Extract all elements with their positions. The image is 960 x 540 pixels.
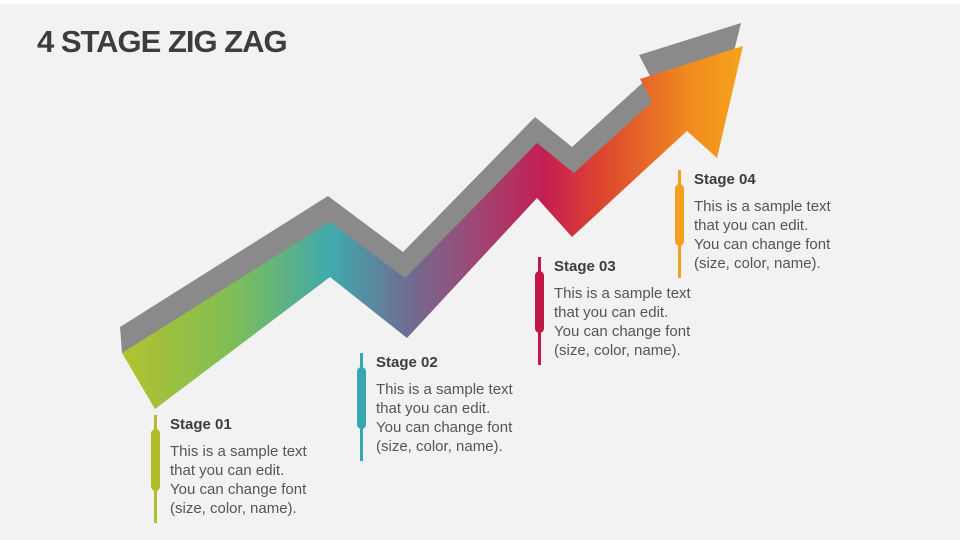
stage-3-heading: Stage 03 <box>554 258 616 275</box>
stage-1-accent-bar <box>151 429 160 491</box>
stage-4-text: Stage 04 This is a sample text that you … <box>694 170 831 273</box>
stage-3-text: Stage 03 This is a sample text that you … <box>554 257 691 360</box>
stage-2-body: This is a sample text that you can edit.… <box>376 381 513 455</box>
stage-4-accent-bar <box>675 184 684 246</box>
stage-2-text: Stage 02 This is a sample text that you … <box>376 353 513 456</box>
stage-3-body: This is a sample text that you can edit.… <box>554 285 691 359</box>
arrow-shadow-band <box>120 23 741 353</box>
stage-2-accent-bar <box>357 367 366 429</box>
stage-4-heading: Stage 04 <box>694 171 756 188</box>
stage-1-text: Stage 01 This is a sample text that you … <box>170 415 307 518</box>
stage-1-heading: Stage 01 <box>170 416 232 433</box>
slide-top-strip <box>0 0 960 4</box>
stage-1-body: This is a sample text that you can edit.… <box>170 443 307 517</box>
stage-2-heading: Stage 02 <box>376 354 438 371</box>
stage-4-body: This is a sample text that you can edit.… <box>694 198 831 272</box>
arrow-ribbon <box>122 46 743 409</box>
slide-title: 4 STAGE ZIG ZAG <box>37 24 288 59</box>
stage-3-accent-bar <box>535 271 544 333</box>
